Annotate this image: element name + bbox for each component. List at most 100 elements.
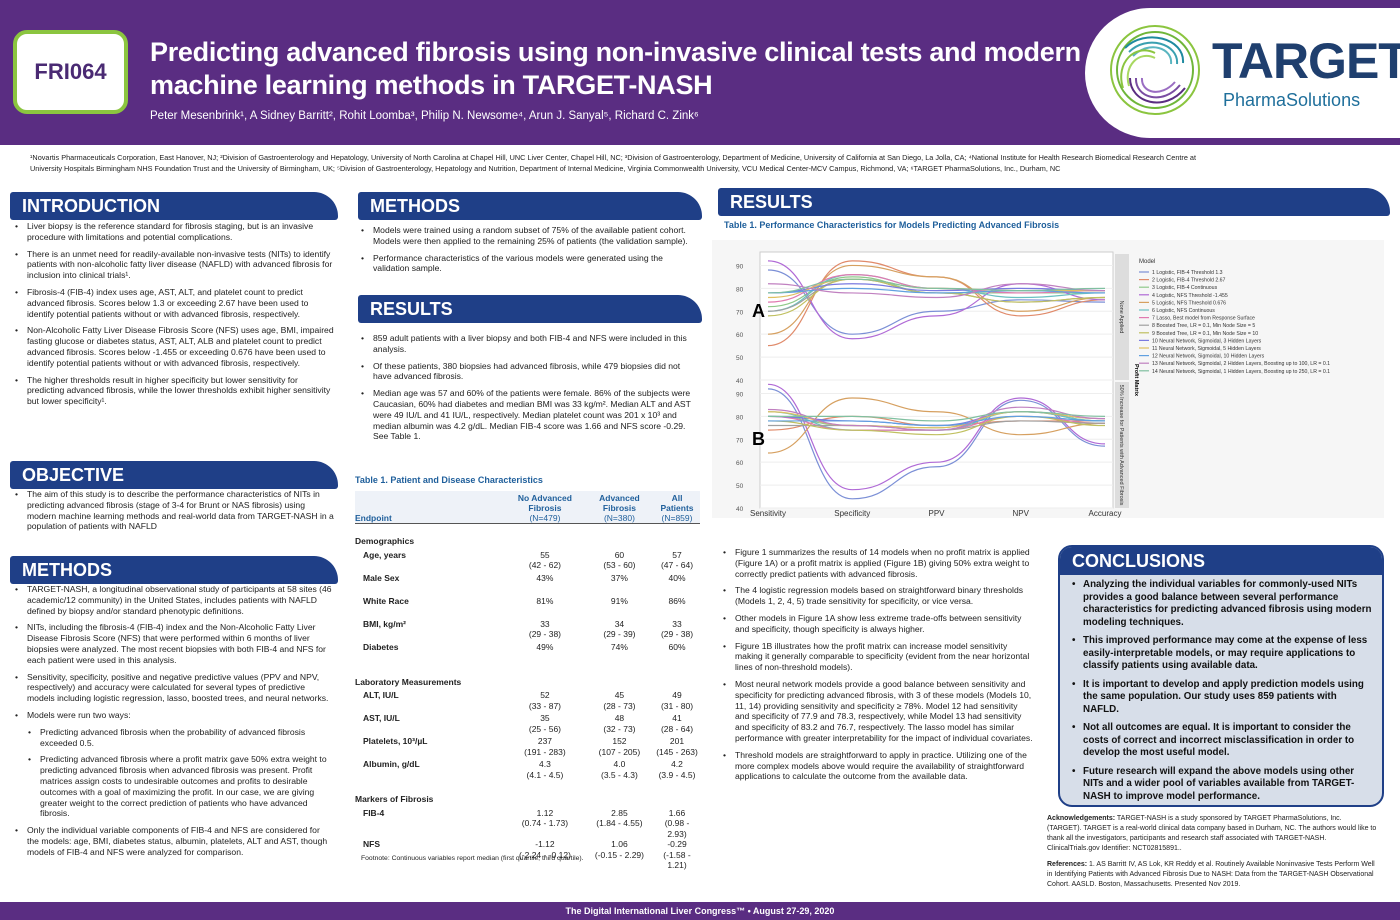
list-item: Figure 1 summarizes the results of 14 mo…: [722, 547, 1034, 579]
table-row: Diabetes 49% 74% 60%: [355, 642, 700, 665]
table-cell: 49%: [505, 642, 585, 665]
table-row: Age, years 55 (42 - 62) 60 (53 - 60) 57 (47 - …: [355, 550, 700, 573]
table-footnote: Footnote: Continuous variables report me…: [361, 855, 584, 862]
cell-value: 37%: [610, 572, 628, 583]
cell-range: (-2.24 - -0.12): [518, 849, 571, 860]
list-item: There is an unmet need for readily-avail…: [14, 249, 334, 281]
methods-heading-left: METHODS: [10, 556, 338, 584]
y-tick-label: 40: [736, 506, 744, 513]
cell-range: (0.74 - 1.73): [521, 818, 569, 828]
list-item: The aim of this study is to describe the…: [14, 489, 334, 532]
series-line: [767, 287, 1106, 294]
table-cell: 43%: [505, 573, 585, 596]
table-group-label: Laboratory Measurements: [355, 676, 462, 687]
table-cell: 40%: [654, 573, 700, 596]
table-row: NFS -1.12 (-2.24 - -0.12) 1.06 (-0.15 - 2.29…: [355, 839, 700, 871]
table-cell: -1.12 (-2.24 - -0.12): [505, 839, 585, 871]
table-cell: 33 (29 - 38): [505, 619, 585, 642]
row-label: ALT, IU/L: [363, 690, 399, 700]
cell-value: 201: [669, 736, 685, 746]
cell-range: (47 - 64): [660, 560, 694, 570]
affiliations: ¹Novartis Pharmaceuticals Corporation, E…: [30, 153, 1197, 173]
row-label: White Race: [363, 595, 409, 606]
x-tick-label: Sensitivity: [750, 509, 786, 518]
cell-value: 57: [672, 549, 682, 560]
cell-value: 152: [612, 736, 627, 746]
methods-subitem: Predicting advanced fibrosis when the pr…: [27, 727, 334, 749]
facet-strip: [1115, 254, 1129, 380]
cell-range: (28 - 64): [660, 723, 694, 734]
row-label: Male Sex: [363, 572, 400, 583]
facet-strip: [1115, 382, 1129, 508]
table-cell: 33 (29 - 38): [654, 619, 700, 642]
legend-item: 7 Lasso, Best model from Response Surfac…: [1152, 316, 1255, 322]
legend-item: 10 Neural Network, Sigmoidal, 3 Hidden L…: [1152, 338, 1262, 344]
title-line-1: Predicting advanced fibrosis using non-i…: [150, 37, 1081, 67]
series-line: [767, 397, 1106, 454]
cell-range: (31 - 80): [660, 700, 694, 711]
col-all: All Patients (N=859): [654, 491, 700, 524]
y-tick-label: 80: [736, 286, 744, 293]
table-cell: 1.12 (0.74 - 1.73): [505, 808, 585, 840]
list-item: Of these patients, 380 biopsies had adva…: [360, 361, 695, 383]
cell-value: 60: [614, 549, 625, 560]
objective-text: The aim of this study is to describe the…: [14, 489, 334, 538]
cell-range: (28 - 73): [603, 700, 636, 711]
list-item: Liver biopsy is the reference standard f…: [14, 221, 334, 243]
cell-value: -1.12: [535, 839, 555, 849]
acknowledgements: Acknowledgements: TARGET-NASH is a study…: [1047, 814, 1377, 896]
table-cell: 201 (145 - 263): [654, 736, 700, 759]
cell-value: 86%: [668, 595, 686, 606]
table-row: AST, IU/L 35 (25 - 56) 48 (32 - 73) 41 (28 - 6…: [355, 713, 700, 736]
table-row: Albumin, g/dL 4.3 (4.1 - 4.5) 4.0 (3.5 - 4.3…: [355, 759, 700, 782]
objective-heading: OBJECTIVE: [10, 461, 338, 489]
table-group-label: Markers of Fibrosis: [355, 794, 434, 804]
cell-range: (-0.15 - 2.29): [594, 849, 644, 860]
legend-item: 6 Logistic, NFS Continuous: [1152, 308, 1215, 314]
legend-item: 8 Boosted Tree, LR = 0.1, Min Node Size …: [1152, 323, 1255, 329]
table-group-label: Demographics: [355, 536, 415, 546]
references-paragraph: References: 1. AS Barritt IV, AS Lok, KR…: [1047, 861, 1375, 888]
cell-range: (145 - 263): [656, 746, 698, 757]
cell-range: (1.84 - 4.55): [596, 818, 643, 828]
list-item: Future research will expand the above mo…: [1072, 766, 1372, 804]
table-cell: 37%: [585, 573, 654, 596]
cell-value: 81%: [536, 595, 554, 606]
panel-label: B: [752, 429, 765, 449]
cell-range: (29 - 38): [660, 629, 694, 639]
table-cell: 41 (28 - 64): [654, 713, 700, 736]
conclusions-box: CONCLUSIONS Analyzing the individual var…: [1058, 545, 1384, 807]
cell-range: (53 - 60): [603, 560, 636, 570]
table-cell: 60 (53 - 60): [585, 550, 654, 573]
series-line: [767, 283, 1106, 294]
col-advanced: Advanced Fibrosis (N=380): [584, 491, 654, 524]
logo-subtitle: PharmaSolutions: [1223, 90, 1361, 110]
table-cell: 91%: [585, 596, 654, 619]
series-line: [767, 415, 1106, 436]
y-tick-label: 60: [736, 332, 744, 339]
chart-svg: 40 50 60 70 80 90 A None Applied 40 50 60 70 80 90 B 50…: [736, 251, 1330, 518]
table-row: BMI, kg/m² 33 (29 - 38) 34 (29 - 39) 33 (29 - …: [355, 619, 700, 642]
list-item: Fibrosis-4 (FIB-4) index uses age, AST, …: [14, 287, 334, 319]
list-item: The 4 logistic regression models based o…: [722, 585, 1034, 607]
panel-label: A: [752, 301, 765, 321]
cell-value: 49%: [536, 641, 554, 652]
list-item: The higher thresholds result in higher s…: [14, 375, 334, 407]
series-line: [767, 283, 1106, 299]
methods-item: Models were run two ways:: [14, 710, 334, 721]
cell-range: (3.5 - 4.3): [601, 769, 638, 780]
table-row: Platelets, 10³/µL 237 (191 - 283) 152 (107 -…: [355, 736, 700, 759]
list-item: Most neural network models provide a goo…: [722, 679, 1034, 744]
results-heading-mid: RESULTS: [358, 295, 702, 323]
legend-item: 1 Logistic, FIB-4 Threshold 1.3: [1152, 270, 1223, 276]
y-tick-label: 70: [736, 309, 744, 316]
x-tick-label: PPV: [928, 509, 945, 518]
list-item: Performance characteristics of the vario…: [360, 253, 695, 275]
x-tick-label: NPV: [1013, 509, 1030, 518]
cell-value: 91%: [610, 595, 628, 606]
methods-item: TARGET-NASH, a longitudinal observationa…: [14, 584, 334, 616]
cell-value: 4.2: [671, 759, 683, 769]
series-line: [768, 411, 1106, 422]
list-item: This improved performance may come at th…: [1072, 635, 1372, 673]
legend-item: 11 Neural Network, Sigmoidal, 5 Hidden L…: [1152, 346, 1261, 352]
